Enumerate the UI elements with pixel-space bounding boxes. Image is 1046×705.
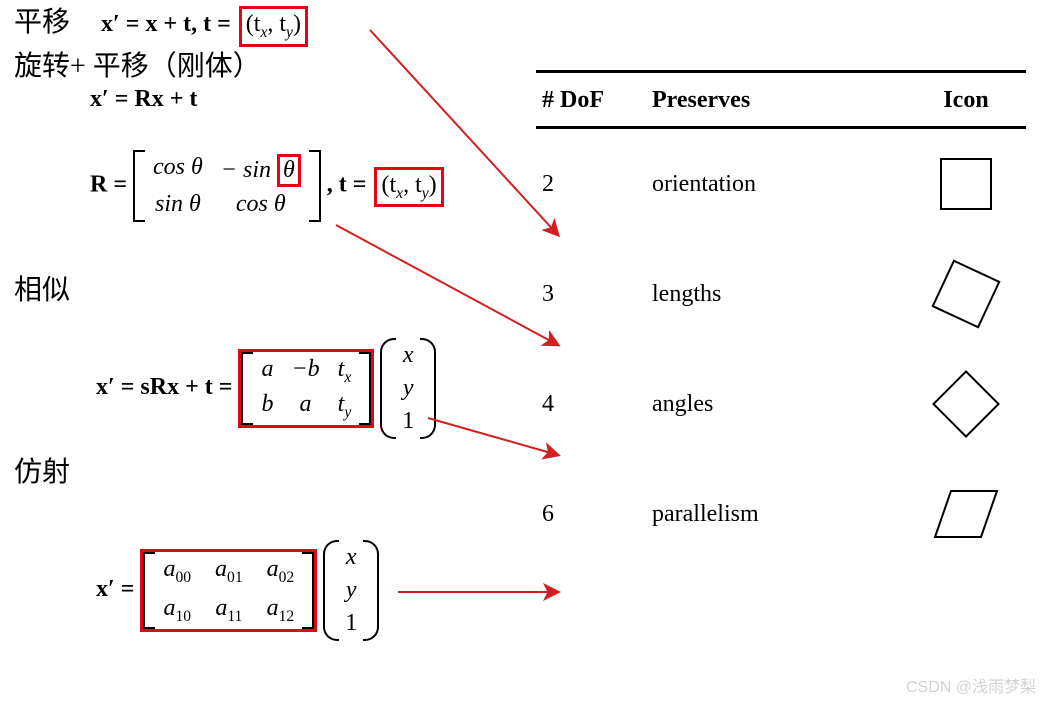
title-rigid: 旋转+ 平移（刚体） xyxy=(14,44,261,84)
table-header: # DoF Preserves Icon xyxy=(536,73,1026,126)
R-c11: cos θ xyxy=(153,154,203,187)
cell-icon xyxy=(906,479,1026,549)
t-comma: , t xyxy=(267,11,286,37)
cell-preserves: lengths xyxy=(652,281,906,308)
cell-preserves: parallelism xyxy=(652,501,906,528)
parallelogram-icon xyxy=(931,479,1001,549)
hdr-icon: Icon xyxy=(906,87,1026,114)
eq-aff-prefix: x′ = xyxy=(96,576,134,602)
matrix-aff: a00 a01 a02 a10 a11 a12 xyxy=(143,552,314,630)
title-translation: 平移 xyxy=(14,7,70,38)
eq-translation-lhs: x′ = x + t, t = xyxy=(101,11,231,37)
square-icon xyxy=(931,149,1001,219)
t-open: (t xyxy=(246,11,261,37)
cell-dof: 6 xyxy=(536,501,652,528)
title-similarity: 相似 xyxy=(14,268,70,308)
hdr-dof: # DoF xyxy=(536,87,652,114)
table-row: 2orientation xyxy=(536,129,1026,239)
arrow xyxy=(336,225,558,345)
cell-dof: 3 xyxy=(536,281,652,308)
t-label: , t = xyxy=(327,172,367,198)
cell-icon xyxy=(906,369,1026,439)
cell-preserves: orientation xyxy=(652,171,906,198)
diamond-icon xyxy=(931,369,1001,439)
R-eq-label: R = xyxy=(90,172,127,198)
cell-dof: 2 xyxy=(536,171,652,198)
redbox-t-tuple-1: (tx, ty) xyxy=(239,6,308,47)
table-row: 4angles xyxy=(536,349,1026,459)
t-close: ) xyxy=(293,11,301,37)
cell-icon xyxy=(906,149,1026,219)
watermark: CSDN @浅雨梦梨 xyxy=(906,673,1036,697)
table-row: 6parallelism xyxy=(536,459,1026,569)
hdr-preserves: Preserves xyxy=(652,87,906,114)
R-c22: cos θ xyxy=(221,191,301,218)
redbox-theta: θ xyxy=(277,154,301,187)
redbox-sim-matrix: a −b tx b a ty xyxy=(238,349,374,429)
ty-sub: y xyxy=(286,24,293,41)
cell-icon xyxy=(906,259,1026,329)
eq-rigid: x′ = Rx + t xyxy=(90,86,197,113)
redbox-t-tuple-2: (tx, ty) xyxy=(374,167,443,208)
redbox-aff-matrix: a00 a01 a02 a10 a11 a12 xyxy=(140,549,317,633)
R-c21: sin θ xyxy=(153,191,203,218)
title-affine: 仿射 xyxy=(14,450,70,490)
properties-table: # DoF Preserves Icon 2orientation3length… xyxy=(536,70,1026,569)
matrix-R: cos θ − sin θ sin θ cos θ xyxy=(133,150,321,222)
eq-sim-prefix: x′ = sRx + t = xyxy=(96,374,232,400)
rot-square-icon xyxy=(931,259,1001,329)
cell-preserves: angles xyxy=(652,391,906,418)
table-row: 3lengths xyxy=(536,239,1026,349)
cell-dof: 4 xyxy=(536,391,652,418)
matrix-sim: a −b tx b a ty xyxy=(241,352,371,426)
vec-xy1-aff: x y 1 xyxy=(323,540,379,641)
R-c12: − sin θ xyxy=(221,154,301,187)
vec-xy1-sim: x y 1 xyxy=(380,338,436,439)
